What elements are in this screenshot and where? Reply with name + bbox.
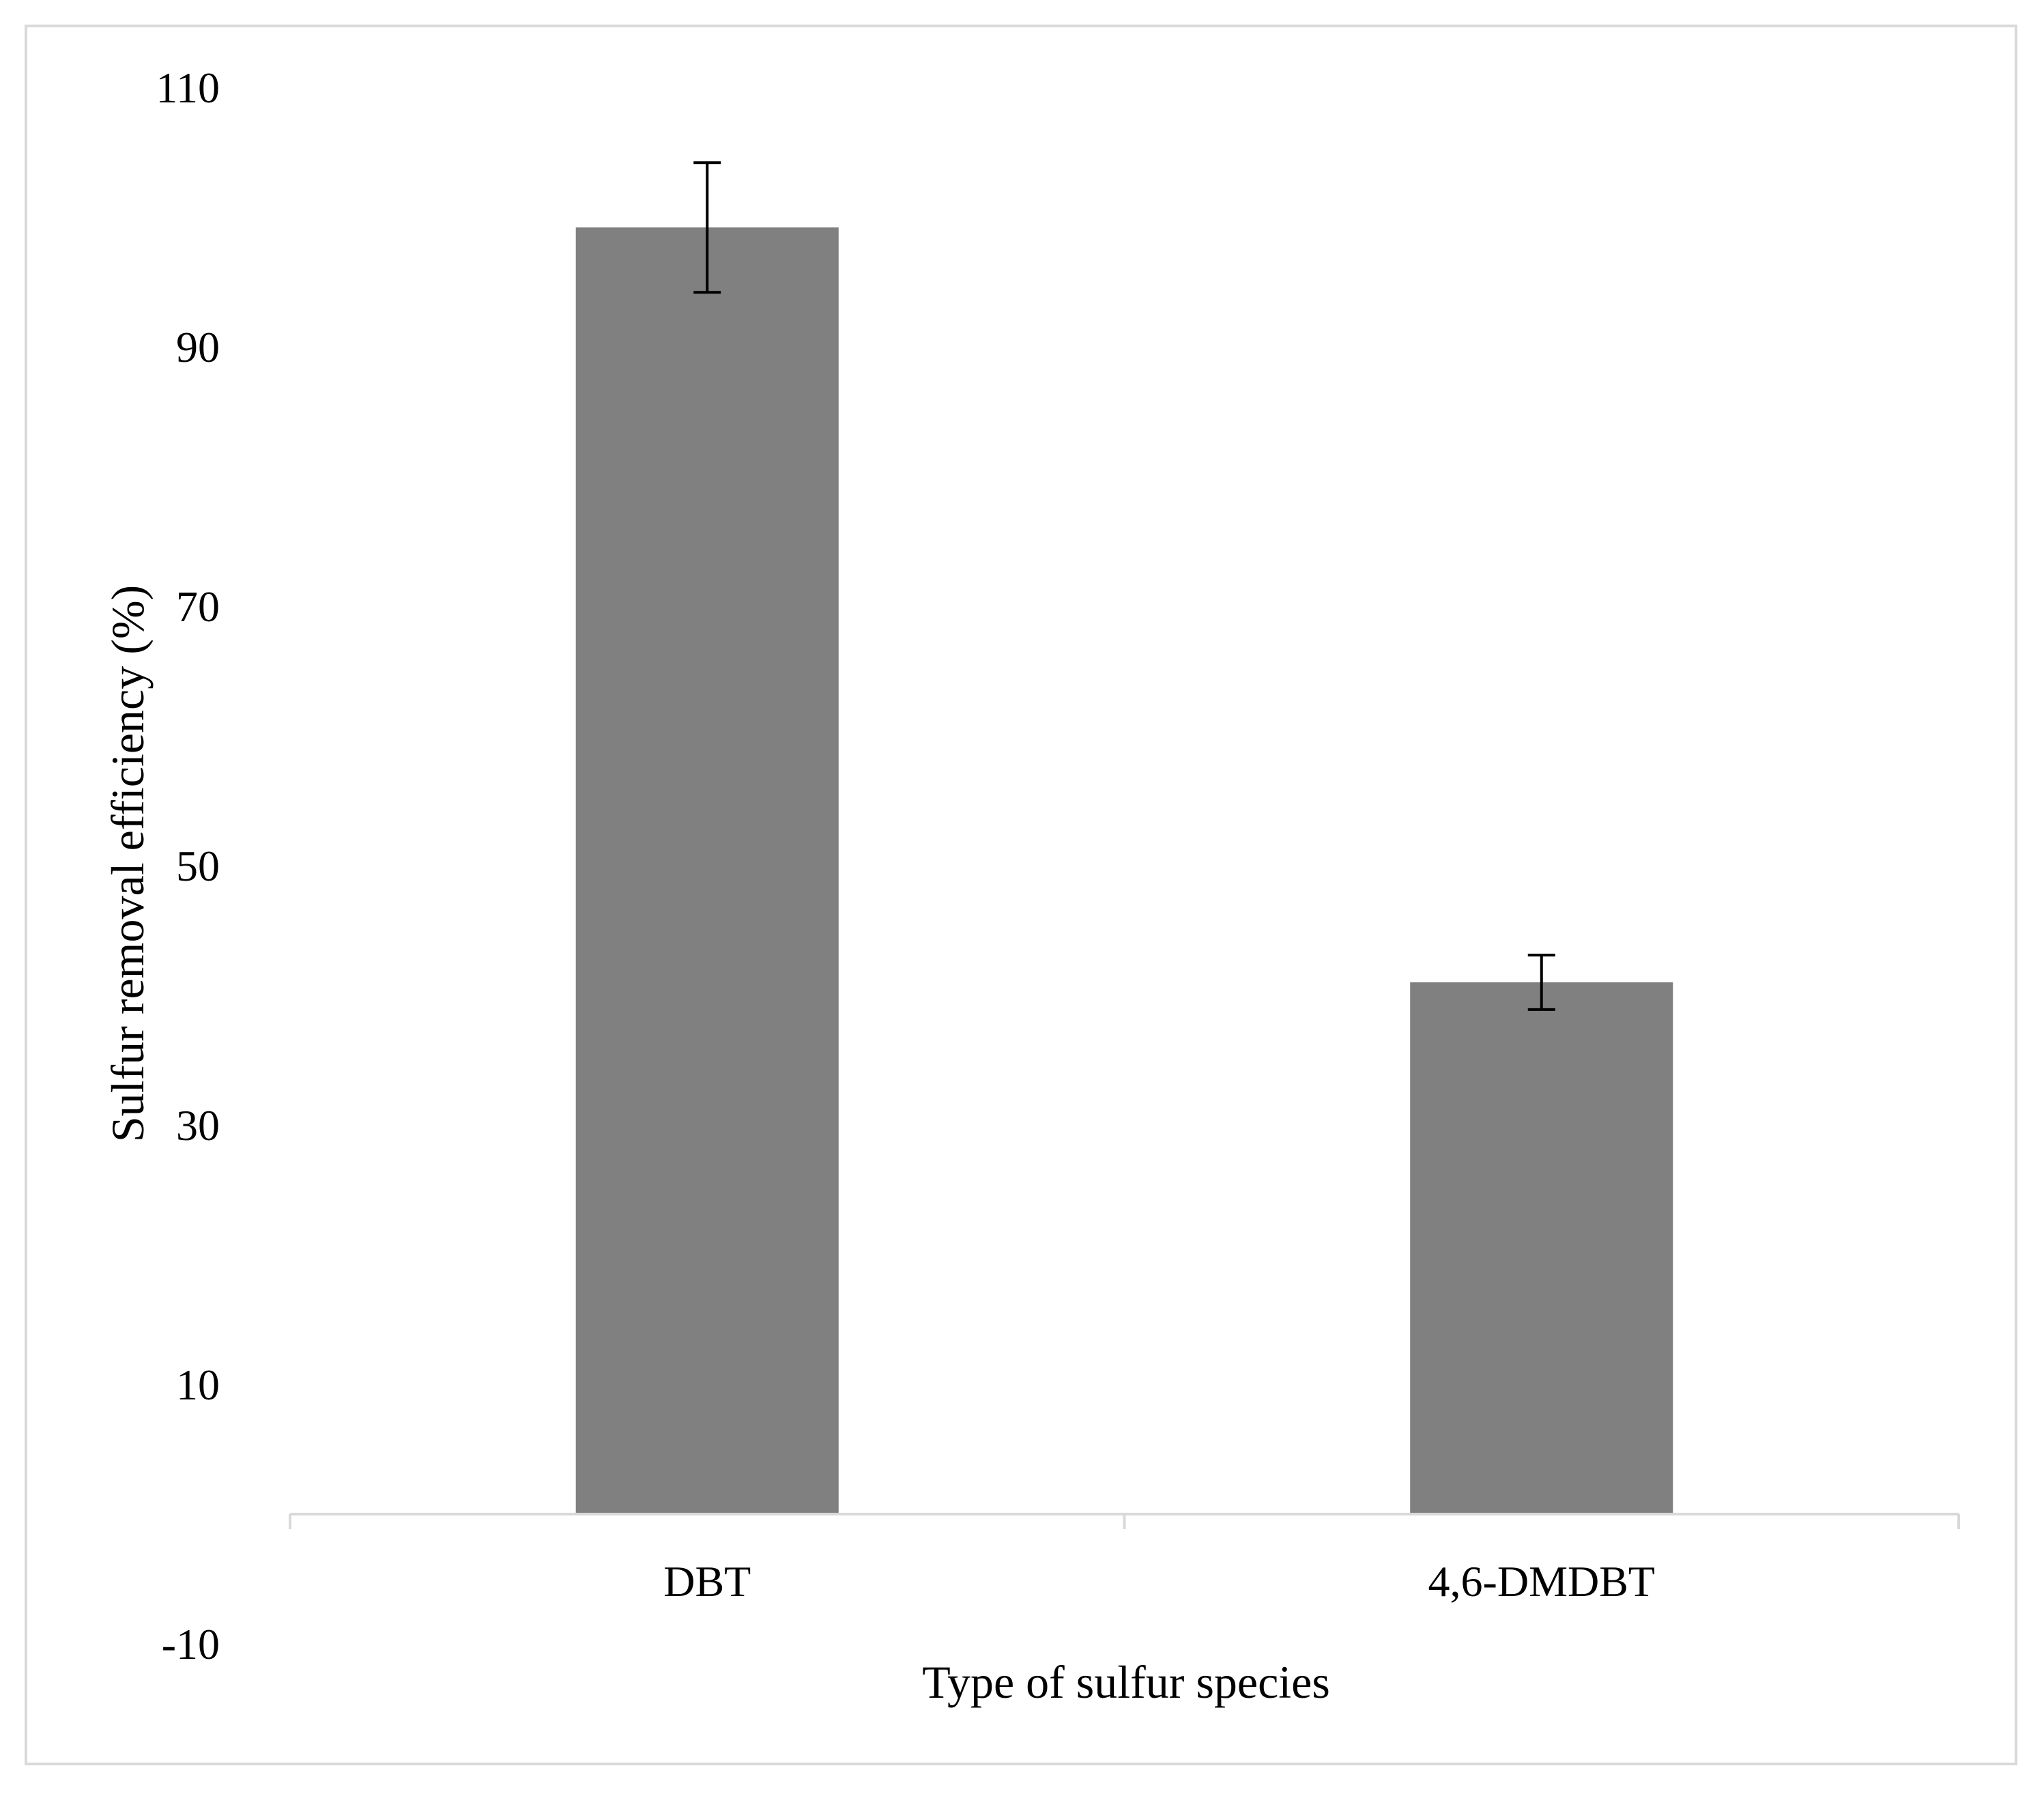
x-tick-label: DBT [663, 1557, 751, 1606]
x-axis-title: Type of sulfur species [922, 1656, 1330, 1708]
error-bars [693, 161, 1555, 1011]
y-tick-label: 10 [176, 1361, 220, 1409]
x-axis [289, 1513, 1960, 1529]
y-tick-label: 90 [176, 323, 220, 371]
chart-frame [25, 25, 2017, 1765]
bar-1 [1410, 982, 1673, 1514]
bars [575, 227, 1673, 1515]
x-axis-tick-labels: DBT 4,6-DMDBT [663, 1557, 1655, 1606]
y-axis-title: Sulfur removal efficiency (%) [102, 585, 154, 1142]
y-tick-label: 70 [176, 582, 220, 631]
y-tick-label: 30 [176, 1101, 220, 1150]
y-tick-label: 50 [176, 842, 220, 890]
y-axis-ticks: 110 90 70 50 30 10 -10 [156, 63, 220, 1668]
x-tick-label: 4,6-DMDBT [1428, 1557, 1655, 1606]
y-tick-label: -10 [162, 1620, 220, 1668]
y-tick-label: 110 [156, 63, 220, 112]
bar-0 [575, 227, 839, 1515]
